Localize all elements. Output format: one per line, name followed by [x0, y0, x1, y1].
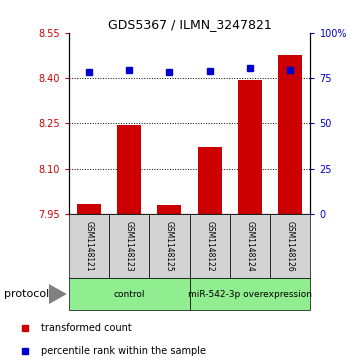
Bar: [230, 214, 270, 278]
Bar: [190, 214, 230, 278]
Bar: [197, 147, 222, 214]
Polygon shape: [49, 284, 67, 304]
Text: transformed count: transformed count: [41, 323, 132, 333]
Bar: [238, 80, 262, 214]
Bar: [117, 125, 141, 214]
Text: GSM1148123: GSM1148123: [125, 221, 134, 271]
Bar: [109, 214, 149, 278]
Text: GSM1148121: GSM1148121: [84, 221, 93, 271]
Text: GSM1148122: GSM1148122: [205, 221, 214, 271]
Text: GSM1148126: GSM1148126: [286, 221, 295, 271]
Text: GSM1148125: GSM1148125: [165, 221, 174, 271]
Bar: [149, 214, 190, 278]
Text: percentile rank within the sample: percentile rank within the sample: [41, 346, 206, 356]
Bar: [69, 278, 190, 310]
Text: GSM1148124: GSM1148124: [245, 221, 255, 271]
Bar: [77, 204, 101, 214]
Text: protocol: protocol: [4, 289, 49, 299]
Title: GDS5367 / ILMN_3247821: GDS5367 / ILMN_3247821: [108, 19, 271, 32]
Text: control: control: [113, 290, 145, 298]
Bar: [278, 56, 303, 214]
Bar: [157, 205, 182, 214]
Text: miR-542-3p overexpression: miR-542-3p overexpression: [188, 290, 312, 298]
Bar: [270, 214, 310, 278]
Bar: [69, 214, 109, 278]
Bar: [190, 278, 310, 310]
